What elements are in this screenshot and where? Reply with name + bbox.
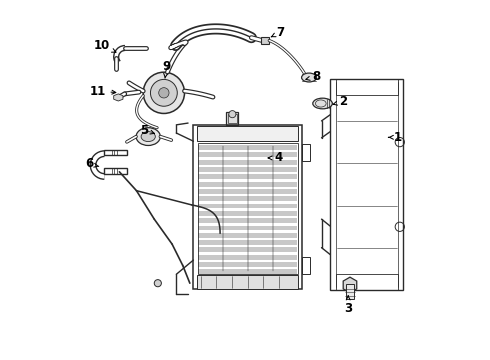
Bar (198, 196, 297, 201)
Text: 10: 10 (94, 39, 116, 52)
Polygon shape (343, 277, 357, 293)
Text: 2: 2 (333, 95, 347, 108)
Ellipse shape (301, 73, 317, 82)
Text: 8: 8 (306, 70, 320, 83)
Bar (198, 247, 297, 252)
Circle shape (154, 280, 161, 287)
Bar (198, 174, 297, 179)
Bar (198, 182, 297, 186)
Bar (261, 37, 269, 44)
Text: 3: 3 (344, 296, 352, 315)
Bar (104, 150, 126, 155)
Bar (228, 114, 237, 123)
Bar (197, 275, 298, 288)
Text: 11: 11 (89, 85, 116, 98)
Polygon shape (114, 94, 123, 101)
Bar (302, 257, 310, 274)
Bar (198, 225, 297, 230)
Bar (198, 189, 297, 194)
Bar (194, 125, 302, 288)
Bar (197, 143, 297, 274)
Bar (346, 284, 354, 299)
Bar (198, 152, 297, 157)
Bar (198, 240, 297, 245)
Ellipse shape (136, 128, 160, 145)
Text: 4: 4 (268, 152, 283, 165)
Bar (330, 78, 403, 290)
Bar (198, 204, 297, 208)
Text: 6: 6 (85, 157, 99, 171)
Bar (198, 145, 297, 150)
Circle shape (159, 88, 169, 98)
Bar (198, 160, 297, 165)
Bar (198, 233, 297, 238)
Text: 9: 9 (163, 60, 171, 78)
Bar (336, 274, 398, 290)
Text: 5: 5 (141, 124, 154, 137)
Bar (104, 168, 126, 174)
Bar (198, 269, 297, 274)
Bar (198, 262, 297, 267)
Bar (226, 112, 239, 125)
Text: 1: 1 (389, 131, 402, 144)
Bar (197, 126, 298, 141)
Circle shape (143, 72, 185, 113)
Text: 7: 7 (271, 26, 285, 39)
Bar (198, 255, 297, 260)
Bar (198, 167, 297, 172)
Bar (336, 78, 398, 95)
Circle shape (229, 111, 236, 118)
Circle shape (150, 80, 177, 106)
Bar (302, 144, 310, 161)
Ellipse shape (313, 98, 332, 109)
Bar (198, 218, 297, 223)
Bar (198, 211, 297, 216)
Ellipse shape (141, 132, 155, 141)
